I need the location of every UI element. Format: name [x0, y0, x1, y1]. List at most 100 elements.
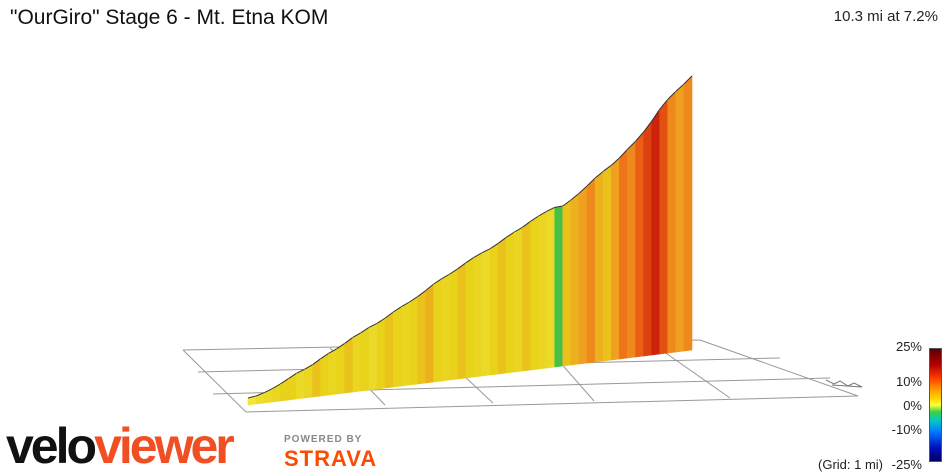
- grade-color-legend: [929, 348, 942, 462]
- legend-label-10: 10%: [895, 374, 922, 389]
- profile-top-edge: [465, 256, 475, 264]
- profile-segment: [441, 273, 451, 382]
- profile-segment: [409, 296, 418, 386]
- profile-segment: [401, 301, 410, 387]
- profile-segment: [619, 148, 628, 360]
- legend-label-0: 0%: [903, 398, 922, 413]
- profile-segment: [659, 98, 669, 355]
- profile-segment: [538, 210, 547, 370]
- profile-segment: [651, 108, 661, 356]
- grid-scale-note: (Grid: 1 mi): [818, 457, 883, 472]
- profile-top-edge: [481, 248, 491, 254]
- profile-top-edge: [384, 311, 394, 319]
- profile-top-edge: [433, 278, 443, 285]
- profile-top-edge: [449, 268, 459, 275]
- profile-top-edge: [344, 336, 354, 344]
- profile-segment: [352, 332, 362, 393]
- profile-top-edge: [271, 383, 281, 390]
- profile-segment: [675, 83, 685, 353]
- profile-segment: [449, 268, 459, 381]
- profile-top-edge: [425, 283, 434, 292]
- profile-top-edge: [522, 220, 531, 228]
- profile-top-edge: [288, 372, 297, 380]
- profile-segment: [627, 140, 636, 359]
- profile-top-edge: [554, 205, 563, 208]
- profile-top-edge: [627, 140, 636, 150]
- profile-top-edge: [441, 273, 451, 280]
- logo-velo: velo: [6, 418, 97, 474]
- north-arrow-icon: [825, 379, 863, 388]
- profile-top-edge: [320, 352, 330, 360]
- profile-top-edge: [473, 252, 483, 258]
- profile-segment: [594, 170, 604, 363]
- profile-top-edge: [538, 210, 547, 217]
- legend-label-neg10: -10%: [891, 422, 922, 437]
- profile-segment: [489, 242, 499, 376]
- profile-segment: [344, 336, 354, 394]
- profile-top-edge: [393, 306, 402, 313]
- profile-segment: [425, 283, 434, 384]
- profile-segment: [610, 157, 620, 361]
- profile-top-edge: [328, 348, 338, 354]
- profile-top-edge: [352, 332, 362, 338]
- profile-top-edge: [489, 242, 499, 250]
- profile-segment: [312, 358, 321, 398]
- profile-segment: [304, 364, 313, 399]
- profile-segment: [506, 231, 515, 374]
- profile-top-edge: [247, 395, 257, 399]
- profile-top-edge: [651, 109, 661, 122]
- profile-top-edge: [506, 231, 515, 238]
- segment-title: "OurGiro" Stage 6 - Mt. Etna KOM: [10, 6, 329, 29]
- grid-line: [182, 349, 247, 413]
- profile-top-edge: [304, 364, 313, 370]
- profile-segment: [683, 75, 693, 352]
- profile-top-edge: [255, 392, 265, 397]
- profile-segment: [336, 342, 346, 395]
- profile-segment: [578, 185, 588, 365]
- profile-segment: [514, 226, 523, 373]
- profile-segment: [586, 177, 596, 364]
- profile-segment: [473, 252, 483, 378]
- profile-top-edge: [409, 296, 418, 303]
- profile-top-edge: [594, 170, 604, 179]
- profile-segment: [279, 378, 289, 402]
- profile-top-edge: [578, 185, 588, 194]
- profile-segment: [530, 215, 539, 371]
- profile-top-edge: [683, 75, 693, 85]
- legend-label-neg25: -25%: [891, 457, 922, 472]
- profile-top-edge: [376, 317, 386, 324]
- grid-line: [245, 395, 859, 413]
- profile-top-edge: [530, 215, 539, 222]
- profile-top-edge: [360, 326, 370, 334]
- profile-top-edge: [514, 226, 523, 233]
- profile-top-edge: [602, 164, 612, 172]
- profile-segment: [497, 236, 507, 375]
- grid-line: [699, 339, 859, 397]
- profile-segment: [522, 220, 531, 372]
- veloviewer-logo[interactable]: veloviewer: [6, 418, 235, 474]
- profile-segment: [457, 262, 467, 380]
- profile-top-edge: [659, 99, 669, 110]
- profile-top-edge: [296, 368, 305, 374]
- profile-segment: [368, 322, 378, 391]
- profile-segment: [393, 306, 402, 388]
- profile-top-edge: [675, 83, 685, 92]
- profile-top-edge: [635, 131, 644, 142]
- profile-top-edge: [610, 157, 620, 166]
- profile-top-edge: [336, 342, 346, 350]
- profile-segment: [546, 206, 556, 369]
- powered-by-label: POWERED BY: [284, 434, 363, 445]
- profile-segment: [481, 248, 491, 377]
- profile-top-edge: [401, 301, 410, 308]
- profile-segment: [360, 326, 370, 392]
- profile-segment: [417, 290, 426, 385]
- profile-segment: [465, 256, 475, 379]
- profile-segment: [562, 199, 572, 367]
- profile-top-edge: [562, 199, 572, 207]
- strava-logo[interactable]: STRAVA: [284, 446, 378, 471]
- profile-segment: [328, 348, 338, 396]
- segment-summary: 10.3 mi at 7.2%: [833, 8, 938, 25]
- profile-segment: [320, 352, 330, 397]
